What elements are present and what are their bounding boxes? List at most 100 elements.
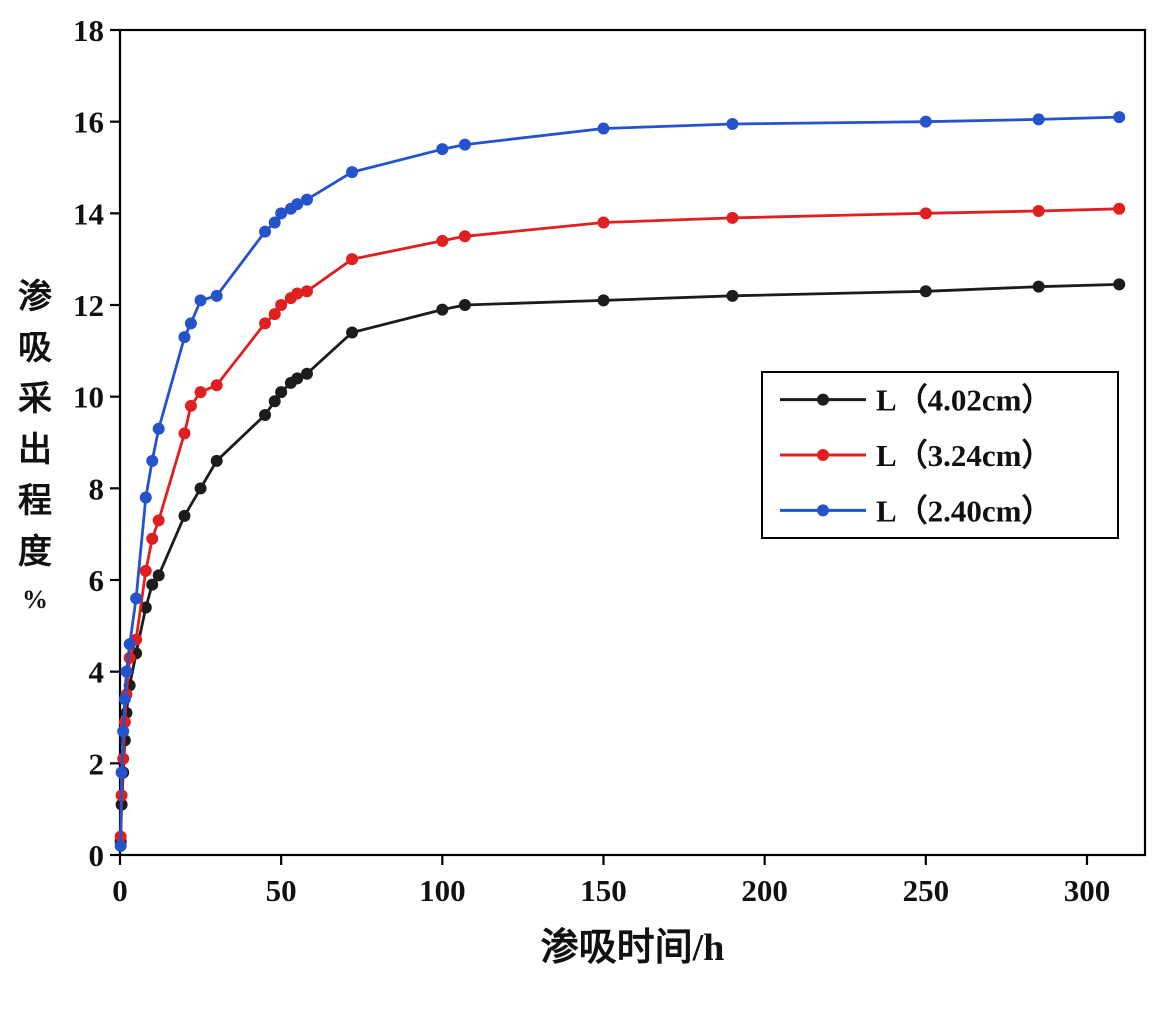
y-axis-label-text: 渗吸采出程度	[18, 279, 52, 571]
data-point	[1113, 111, 1126, 124]
legend-marker-2	[817, 504, 829, 517]
data-point	[346, 253, 359, 266]
data-point	[178, 509, 191, 522]
data-point	[597, 294, 610, 307]
data-point	[597, 122, 610, 135]
data-point	[436, 143, 449, 156]
data-point	[146, 454, 159, 467]
data-point	[291, 198, 304, 211]
data-point	[726, 289, 739, 302]
data-point	[259, 409, 272, 421]
data-point	[1032, 205, 1045, 218]
data-point	[184, 317, 197, 330]
data-point	[268, 216, 281, 229]
y-axis-unit: %	[22, 585, 48, 614]
data-point	[146, 578, 159, 591]
y-tick-label: 8	[89, 471, 105, 506]
data-point	[726, 211, 739, 224]
legend: L（4.02cm） L（3.24cm） L（2.40cm）	[761, 371, 1119, 539]
series-2	[114, 111, 1126, 852]
data-point	[194, 482, 207, 495]
data-point	[152, 569, 165, 582]
legend-marker-1	[817, 449, 829, 461]
plot-frame	[118, 28, 1147, 857]
data-point	[139, 491, 152, 504]
data-point	[919, 285, 932, 298]
data-point	[275, 299, 288, 311]
legend-label-2: L（2.40cm）	[876, 493, 1053, 528]
data-point	[436, 303, 449, 316]
data-point	[275, 386, 288, 399]
data-point	[123, 638, 136, 651]
data-point	[291, 287, 304, 300]
y-axis-label: 渗吸采出程度 %	[12, 272, 58, 619]
data-point	[210, 379, 223, 392]
data-point	[300, 285, 313, 298]
x-tick-label: 200	[741, 873, 788, 908]
data-point	[194, 294, 207, 307]
data-point	[268, 308, 281, 321]
y-axis: 0 2 4 6 8 10 12 14 16 18	[73, 13, 120, 873]
data-point	[291, 372, 304, 385]
data-point	[118, 693, 131, 706]
data-point	[184, 399, 197, 412]
y-tick-label: 4	[89, 655, 105, 690]
y-tick-label: 14	[73, 196, 104, 231]
series-0	[114, 278, 1126, 848]
data-point	[458, 138, 471, 151]
data-point	[1032, 280, 1045, 293]
data-point	[146, 532, 159, 545]
x-tick-label: 100	[419, 873, 466, 908]
series-line-0	[119, 283, 1120, 842]
y-tick-label: 6	[89, 563, 105, 598]
data-point	[458, 230, 471, 243]
data-point	[194, 386, 207, 399]
data-point	[152, 514, 165, 527]
data-point	[346, 166, 359, 179]
y-tick-label: 0	[89, 838, 105, 873]
data-point	[178, 427, 191, 440]
x-tick-label: 300	[1064, 873, 1111, 908]
data-point	[300, 367, 313, 380]
data-point	[139, 601, 152, 614]
x-axis-label: 渗吸时间/h	[540, 927, 725, 969]
data-point	[458, 299, 471, 311]
data-point	[152, 422, 165, 435]
x-tick-label: 0	[112, 873, 128, 908]
data-point	[436, 234, 449, 247]
x-tick-label: 250	[903, 873, 950, 908]
series-line-2	[119, 115, 1120, 846]
data-point	[300, 193, 313, 206]
data-point	[115, 766, 128, 779]
data-point	[597, 216, 610, 229]
y-tick-label: 16	[73, 105, 104, 140]
y-tick-label: 18	[73, 13, 104, 48]
data-point	[1113, 202, 1126, 215]
x-tick-label: 50	[266, 873, 297, 908]
data-point	[120, 665, 133, 678]
data-point	[1113, 278, 1126, 291]
data-point	[275, 207, 288, 220]
data-point	[919, 115, 932, 128]
data-point	[919, 207, 932, 220]
x-axis: 0 50 100 150 200 250 300	[112, 855, 1110, 908]
data-point	[259, 225, 272, 238]
data-point	[117, 725, 130, 738]
data-point	[346, 326, 359, 339]
data-point	[1032, 113, 1045, 126]
data-point	[268, 395, 281, 408]
data-point	[139, 564, 152, 577]
data-point	[259, 317, 272, 330]
x-tick-label: 150	[580, 873, 627, 908]
data-point	[210, 454, 223, 467]
data-point	[130, 592, 143, 605]
y-tick-label: 12	[73, 288, 104, 323]
legend-label-0: L（4.02cm）	[876, 383, 1053, 418]
data-point	[114, 839, 127, 852]
data-point	[210, 289, 223, 302]
legend-marker-0	[817, 393, 829, 406]
y-tick-label: 10	[73, 380, 104, 415]
legend-label-1: L（3.24cm）	[876, 438, 1053, 473]
